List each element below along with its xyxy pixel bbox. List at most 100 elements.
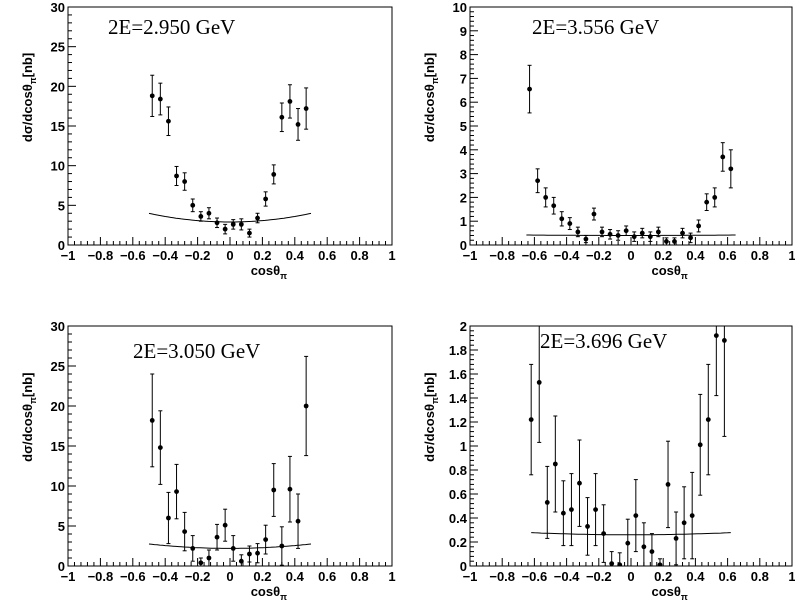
data-point [560, 510, 566, 516]
x-tick-label: 0.2 [654, 248, 672, 263]
data-point [639, 230, 645, 236]
fit-curve [531, 532, 731, 536]
x-tick-label: 0.8 [751, 248, 769, 263]
data-point [713, 333, 719, 338]
y-tick-label: 15 [51, 119, 65, 134]
x-tick-label: 0.8 [751, 569, 769, 584]
y-tick-label: 10 [51, 159, 65, 174]
data-point [569, 507, 574, 512]
data-point [287, 99, 293, 104]
y-axis-title-unit: [nb] [422, 53, 437, 78]
panel-3556: −1 −0.8 −0.6 −0.4 −0.2 0 0.2 0.4 0.6 0.8 101234567… [422, 0, 795, 281]
y-tick-label: 1 [460, 439, 467, 454]
data-point [535, 178, 541, 184]
data-point [157, 445, 163, 450]
y-tick-label: 5 [460, 119, 467, 134]
panel-title: 2E=2.950 GeV [108, 15, 235, 39]
y-axis-title-unit: [nb] [422, 373, 437, 398]
x-tick-label: 0.8 [351, 248, 369, 263]
x-tick-label: 0.6 [318, 569, 336, 584]
y-tick-label: 3 [460, 167, 467, 182]
y-tick-label: 10 [51, 479, 65, 494]
data-point [631, 234, 637, 240]
data-point [206, 555, 212, 561]
data-point [599, 229, 605, 235]
data-point [214, 534, 220, 540]
x-tick-label: −0.4 [554, 248, 580, 263]
y-axis-title-sub: π [28, 397, 38, 404]
x-tick-label: 0.4 [286, 248, 305, 263]
plot-area [148, 355, 312, 566]
y-axis-title: dσ/dcosθπ[nb] [20, 373, 38, 462]
y-tick-label: 0 [460, 559, 467, 574]
data-point [575, 229, 581, 235]
y-tick-label: 7 [460, 71, 467, 86]
data-point [295, 122, 301, 127]
data-point [607, 231, 613, 237]
x-axis-title-sub: π [280, 592, 287, 602]
y-tick-label: 0.2 [449, 535, 467, 550]
data-point [712, 195, 718, 200]
data-point [174, 173, 179, 179]
data-point [593, 507, 598, 512]
x-tick-label: −0.6 [522, 569, 548, 584]
y-tick-label: 0 [58, 238, 65, 253]
y-axis-title-sub: π [430, 397, 440, 404]
x-tick-label: −1 [61, 569, 76, 584]
data-point [230, 221, 236, 227]
data-point [263, 196, 269, 202]
data-point [544, 500, 550, 505]
y-tick-label: 0.6 [449, 487, 467, 502]
x-tick-label: 0.4 [286, 569, 305, 584]
plot-area [148, 74, 312, 238]
x-tick-label: −0.4 [554, 569, 580, 584]
panel-title: 2E=3.556 GeV [532, 15, 659, 39]
data-point [728, 166, 734, 172]
data-point [688, 235, 693, 241]
data-point [601, 531, 607, 536]
data-point [591, 211, 597, 217]
x-tick-label: 0.6 [719, 248, 737, 263]
y-tick-label: 25 [51, 359, 65, 374]
x-tick-label: −0.2 [586, 569, 612, 584]
data-point [649, 549, 655, 554]
panel-3696: −1 −0.8 −0.6 −0.4 −0.2 0 0.2 0.4 0.6 0.8 1 0 0.2 0.4 0… [422, 319, 795, 602]
data-point [247, 230, 252, 236]
y-tick-label: 6 [460, 95, 467, 110]
data-point [696, 223, 702, 229]
data-point [303, 106, 309, 111]
data-point [577, 480, 582, 486]
data-point [190, 202, 196, 208]
x-axis-title-sub: π [280, 271, 287, 281]
x-tick-label: 0.2 [253, 248, 271, 263]
data-point [647, 234, 653, 240]
x-tick-label: −0.6 [120, 569, 146, 584]
y-tick-label: 4 [460, 143, 468, 158]
x-tick-label: 0 [226, 569, 233, 584]
panel-3050: −1 −0.8 −0.6 −0.4 −0.2 0 0.2 0.4 0.6 0.8 105101520… [20, 319, 396, 602]
panel-title: 2E=3.050 GeV [133, 339, 260, 363]
fit-curve [526, 234, 736, 236]
data-point [583, 236, 589, 242]
y-axis-title: dσ/dcosθπ[nb] [422, 53, 440, 142]
x-tick-label: −0.8 [88, 569, 114, 584]
x-tick-label: −1 [61, 248, 76, 263]
x-tick-label: 0.6 [719, 569, 737, 584]
y-tick-label: 0.4 [449, 511, 468, 526]
x-tick-label: −0.4 [152, 569, 178, 584]
data-point [623, 228, 629, 234]
x-tick-label: 0.8 [351, 569, 369, 584]
data-point [720, 154, 726, 160]
plot-frame [67, 6, 393, 246]
data-point [641, 544, 647, 550]
data-point [247, 551, 252, 557]
data-point [279, 114, 285, 120]
data-point [222, 226, 228, 232]
x-tick-label: 0 [226, 248, 233, 263]
x-tick-label: −0.4 [152, 248, 178, 263]
data-point [672, 239, 677, 244]
x-tick-label: 0 [627, 569, 634, 584]
data-point [222, 522, 228, 528]
data-point [287, 486, 293, 492]
x-tick-label: −0.6 [522, 248, 548, 263]
